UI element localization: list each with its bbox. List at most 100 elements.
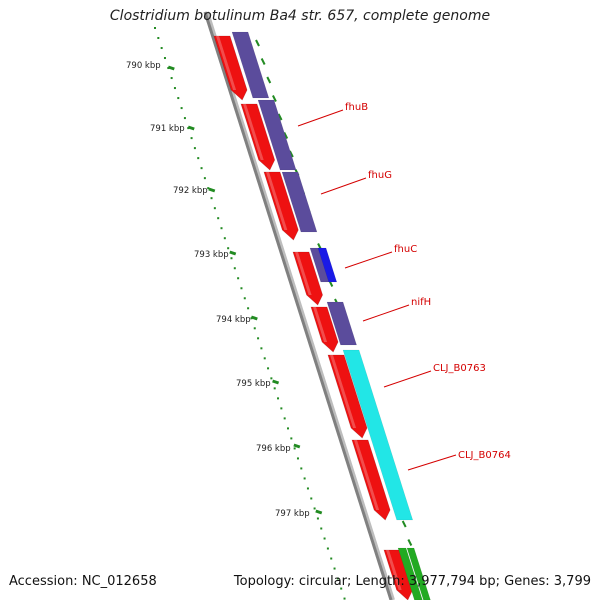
ruler-minor-tick <box>290 437 293 440</box>
ruler-minor-tick <box>283 417 286 420</box>
ruler-minor-tick <box>177 97 180 100</box>
ruler-minor-tick <box>270 377 273 380</box>
ruler-major-tick <box>208 187 216 193</box>
ruler-label: 795 kbp <box>236 379 271 389</box>
ruler-minor-tick <box>227 247 230 250</box>
gene-leader-line <box>320 177 367 195</box>
cds-forward-arrow[interactable] <box>383 549 413 600</box>
outer-ring-tick <box>266 76 272 84</box>
cds-forward-arrow[interactable] <box>263 171 299 241</box>
gene-band[interactable] <box>326 301 357 346</box>
cds-forward-arrow[interactable] <box>292 251 323 306</box>
ruler-minor-tick <box>220 227 223 230</box>
ruler-minor-tick <box>200 167 203 170</box>
ruler-minor-tick <box>173 87 176 90</box>
ruler-minor-tick <box>296 457 299 460</box>
ruler-minor-tick <box>310 497 313 500</box>
cds-highlight <box>330 355 357 428</box>
ruler-minor-tick <box>340 587 343 590</box>
ruler-minor-tick <box>157 37 160 40</box>
ruler-minor-tick <box>267 367 270 370</box>
ruler-minor-tick <box>217 217 220 220</box>
gene-label[interactable]: CLJ_B0764 <box>458 450 511 461</box>
cds-forward-arrow[interactable] <box>351 439 391 521</box>
ruler-minor-tick <box>277 397 280 400</box>
ruler-minor-tick <box>163 57 166 60</box>
gene-leader-line <box>407 454 457 471</box>
cds-highlight <box>266 172 288 230</box>
ruler-minor-tick <box>203 177 206 180</box>
map-title: Clostridium botulinum Ba4 str. 657, comp… <box>109 8 491 24</box>
gene-band[interactable] <box>406 547 431 600</box>
ruler-label: 792 kbp <box>173 186 208 196</box>
ruler-major-tick <box>315 509 323 515</box>
ruler-minor-tick <box>287 427 289 430</box>
gene-band[interactable] <box>317 247 338 283</box>
ruler-minor-tick <box>303 477 306 480</box>
ruler-minor-tick <box>213 207 216 210</box>
gene-label[interactable]: fhuB <box>345 102 368 113</box>
gene-leader-line <box>344 251 393 269</box>
ruler-minor-tick <box>313 507 316 510</box>
ruler-minor-tick <box>300 467 303 470</box>
ruler-minor-tick <box>210 197 213 200</box>
ruler-minor-tick <box>197 157 200 160</box>
ruler-minor-tick <box>160 47 163 50</box>
ruler-minor-tick <box>316 517 319 520</box>
ruler-minor-tick <box>330 557 333 560</box>
ruler-minor-tick <box>230 257 233 260</box>
outer-ring-tick <box>401 520 407 528</box>
cds-highlight <box>216 36 237 90</box>
gene-label[interactable]: CLJ_B0763 <box>433 363 486 374</box>
ruler-major-tick <box>250 315 258 321</box>
ruler-major-tick <box>229 250 237 256</box>
gene-band[interactable] <box>397 547 423 600</box>
gene-band[interactable] <box>231 31 270 99</box>
gene-band[interactable] <box>257 99 297 171</box>
cds-forward-arrow[interactable] <box>310 306 339 353</box>
ruler-minor-tick <box>323 537 326 540</box>
gene-label[interactable]: fhuC <box>394 244 417 255</box>
ruler-minor-tick <box>320 527 323 530</box>
ruler-minor-tick <box>280 407 283 410</box>
ruler-minor-tick <box>180 107 183 110</box>
accession-text: Accession: NC_012658 <box>9 574 157 589</box>
genome-backbone <box>203 11 393 600</box>
ruler-label: 794 kbp <box>216 315 251 325</box>
cds-highlight <box>354 440 380 510</box>
gene-band[interactable] <box>281 171 318 233</box>
cds-forward-arrow[interactable] <box>240 103 276 171</box>
ruler-label: 791 kbp <box>150 124 185 134</box>
outer-ring-tick <box>283 132 289 139</box>
ruler-minor-tick <box>336 577 339 580</box>
ruler-minor-tick <box>343 597 346 600</box>
gene-label[interactable]: nifH <box>411 297 431 308</box>
outer-ring-tick <box>260 58 266 65</box>
backbone-shadow <box>205 11 395 600</box>
ruler-major-tick <box>293 443 301 449</box>
genome-summary-text: Topology: circular; Length: 3,977,794 bp… <box>233 574 591 589</box>
ruler-label: 793 kbp <box>194 250 229 260</box>
ruler-minor-tick <box>207 187 210 190</box>
ruler-minor-tick <box>170 77 173 80</box>
cds-forward-arrow[interactable] <box>327 354 368 439</box>
ruler-minor-tick <box>183 117 186 120</box>
cds-forward-arrow[interactable] <box>213 35 248 101</box>
ruler-minor-tick <box>293 447 296 450</box>
ruler-minor-tick <box>306 487 309 490</box>
ruler-minor-tick <box>263 357 266 360</box>
outer-ring-tick <box>255 39 260 47</box>
outer-ring-tick <box>277 113 283 121</box>
cds-highlight <box>295 252 312 295</box>
gene-leader-line <box>362 304 410 322</box>
ruler-major-tick <box>187 125 195 131</box>
gene-band[interactable] <box>342 349 414 521</box>
outer-ring-tick <box>407 539 413 546</box>
gene-label[interactable]: fhuG <box>368 170 392 181</box>
ruler-minor-tick <box>326 547 329 550</box>
cds-highlight <box>313 307 328 342</box>
ruler-minor-tick <box>154 27 156 29</box>
ruler-minor-tick <box>237 277 240 280</box>
ruler-major-tick <box>272 379 280 385</box>
